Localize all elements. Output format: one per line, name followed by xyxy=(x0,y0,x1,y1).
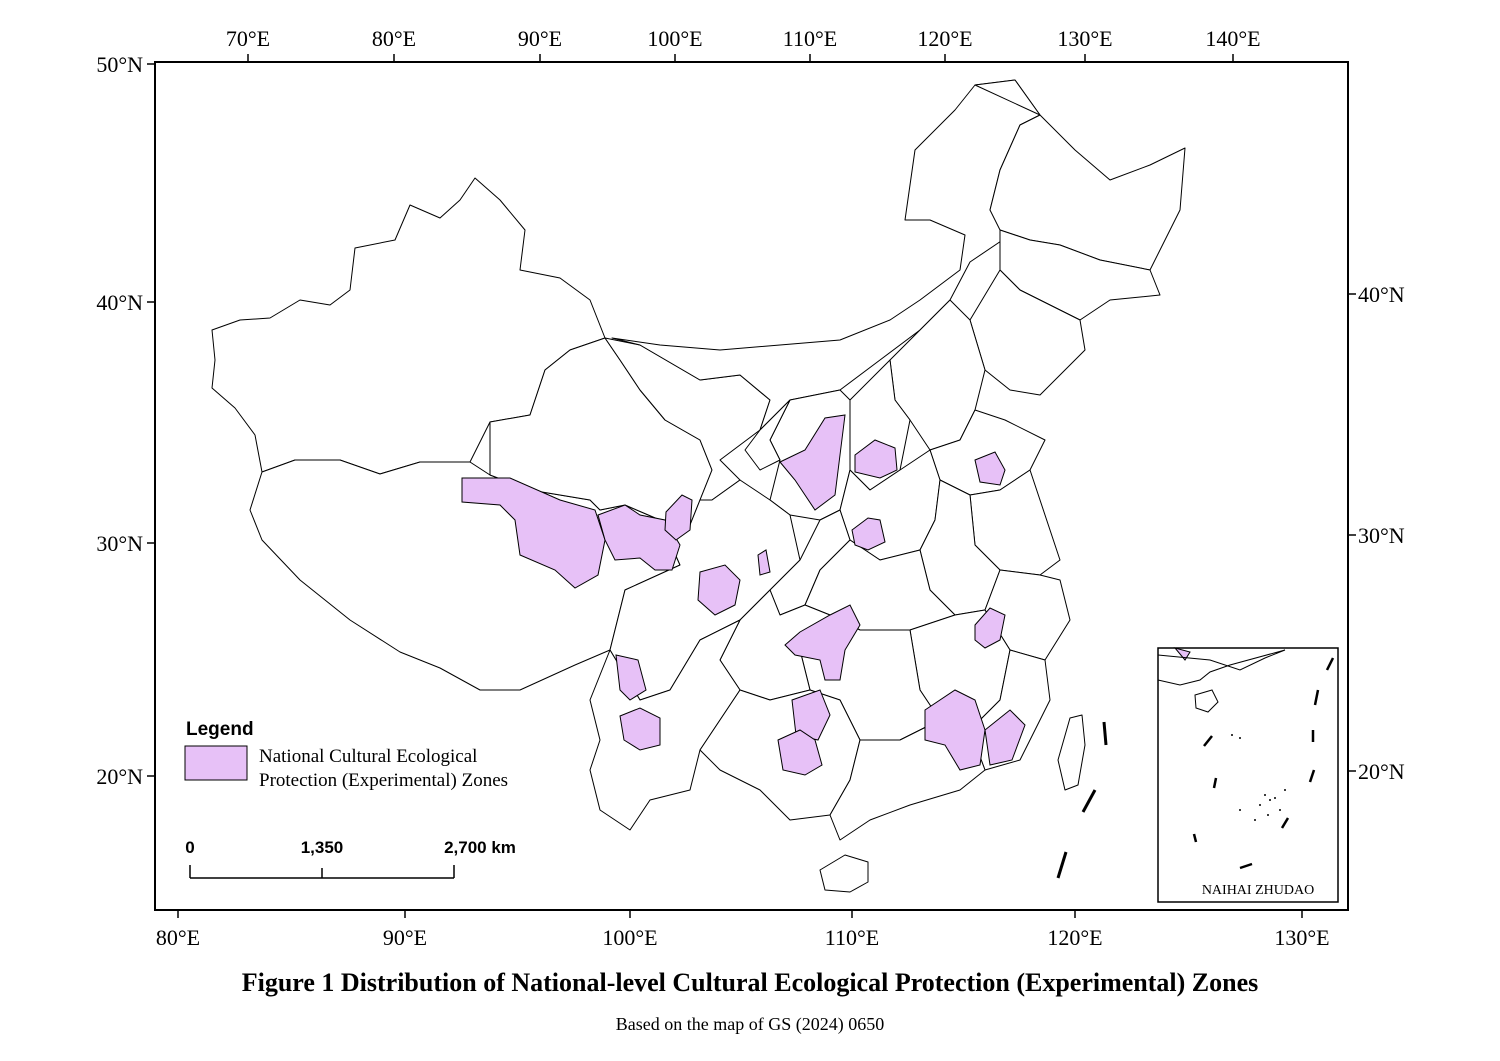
left-lat-label: 20°N xyxy=(96,764,143,789)
figure-caption: Figure 1 Distribution of National-level … xyxy=(241,968,1259,997)
top-lon-label: 90°E xyxy=(518,26,562,51)
bottom-lon-label: 90°E xyxy=(383,925,427,950)
zone-guangdong-jiangxi xyxy=(924,689,986,771)
zone-guangxi xyxy=(777,729,823,776)
zone-yunnan-north xyxy=(615,654,647,701)
top-lon-label: 140°E xyxy=(1205,26,1260,51)
right-axis: 40°N 30°N 20°N xyxy=(1348,282,1405,784)
bottom-lon-label: 130°E xyxy=(1274,925,1329,950)
province-boundaries xyxy=(211,79,1186,893)
bottom-lon-label: 100°E xyxy=(602,925,657,950)
bottom-axis: 80°E 90°E 100°E 110°E 120°E 130°E xyxy=(156,910,1330,950)
maritime-lines xyxy=(1056,721,1108,879)
zone-guizhou xyxy=(791,689,831,741)
source-note: Based on the map of GS (2024) 0650 xyxy=(615,1014,885,1034)
zone-shanxi xyxy=(854,439,898,479)
bottom-lon-label: 120°E xyxy=(1047,925,1102,950)
top-lon-label: 110°E xyxy=(783,26,837,51)
inset-map: NAIHAI ZHUDAO xyxy=(1157,647,1339,903)
scale-label: 1,350 xyxy=(301,838,344,857)
legend: Legend National Cultural Ecological Prot… xyxy=(184,719,508,791)
top-lon-label: 70°E xyxy=(226,26,270,51)
scale-bar: 0 1,350 2,700 km xyxy=(185,838,516,879)
left-lat-label: 30°N xyxy=(96,531,143,556)
top-lon-label: 80°E xyxy=(372,26,416,51)
scale-label: 2,700 km xyxy=(444,838,516,857)
zone-fujian xyxy=(984,709,1026,766)
protection-zones xyxy=(461,414,1026,776)
zone-tibet-west xyxy=(461,477,606,589)
map-frame xyxy=(154,61,1349,911)
left-lat-label: 50°N xyxy=(96,52,143,77)
top-lon-label: 100°E xyxy=(647,26,702,51)
legend-title: Legend xyxy=(186,719,254,740)
right-lat-label: 40°N xyxy=(1358,282,1405,307)
zone-sichuan-small xyxy=(757,549,771,576)
zone-qinghai-small xyxy=(664,494,693,541)
zone-shaanxi-north xyxy=(779,414,846,511)
zone-tibet-east xyxy=(597,504,681,571)
zone-shandong xyxy=(974,451,1006,486)
zone-sichuan-west xyxy=(697,564,741,616)
province-hainan xyxy=(819,854,869,893)
right-lat-label: 20°N xyxy=(1358,759,1405,784)
province-liaoning xyxy=(969,269,1086,396)
zone-hunan-west xyxy=(784,604,861,681)
zone-henan xyxy=(851,517,886,551)
legend-swatch xyxy=(184,745,248,781)
left-lat-label: 40°N xyxy=(96,290,143,315)
inset-label: NAIHAI ZHUDAO xyxy=(1202,883,1314,898)
legend-item-line2: Protection (Experimental) Zones xyxy=(259,770,508,791)
top-lon-label: 120°E xyxy=(917,26,972,51)
province-ningxia xyxy=(744,399,791,471)
province-taiwan xyxy=(1057,714,1086,791)
scale-label: 0 xyxy=(185,838,194,857)
left-axis: 50°N 40°N 30°N 20°N xyxy=(96,52,155,789)
zone-yunnan-south xyxy=(619,707,661,751)
top-axis: 70°E 80°E 90°E 100°E 110°E 120°E 130°E 1… xyxy=(226,26,1261,62)
zone-jiangxi-north xyxy=(974,607,1006,649)
bottom-lon-label: 110°E xyxy=(825,925,879,950)
right-lat-label: 30°N xyxy=(1358,523,1405,548)
bottom-lon-label: 80°E xyxy=(156,925,200,950)
top-lon-label: 130°E xyxy=(1057,26,1112,51)
legend-item-line1: National Cultural Ecological xyxy=(259,746,477,767)
